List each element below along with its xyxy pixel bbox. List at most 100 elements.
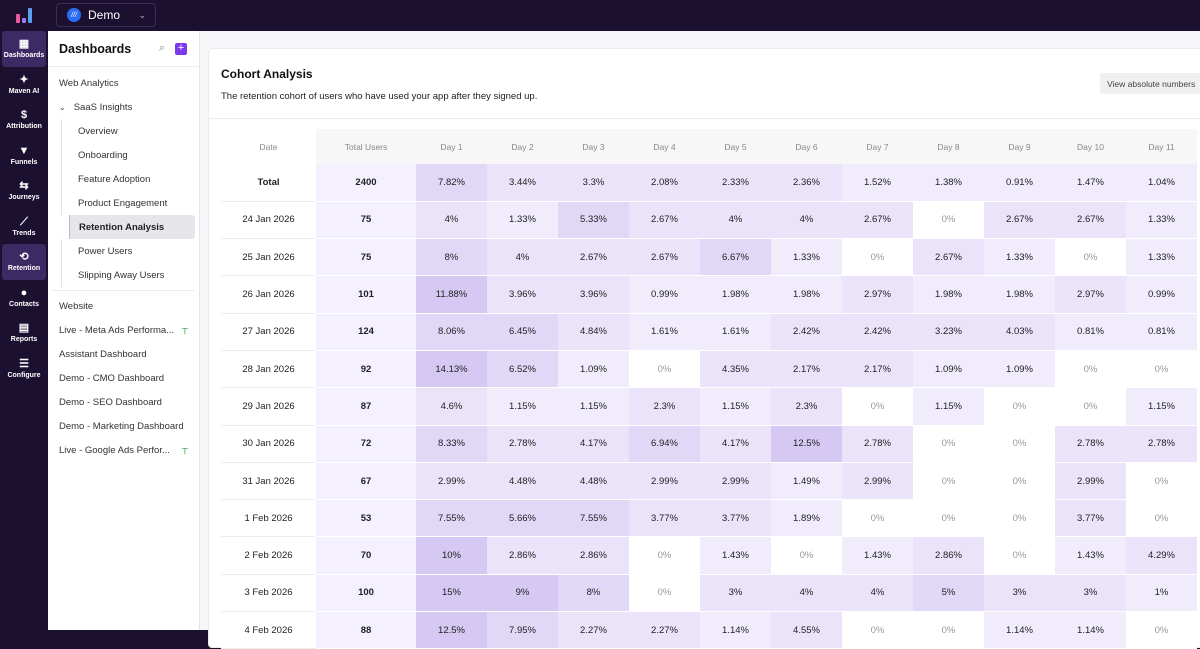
retention-cell: 2.27% [629,611,700,649]
column-header-total-users[interactable]: Total Users [316,129,416,164]
rail-item-label: Trends [12,229,36,237]
retention-cell: 4.29% [1126,536,1197,575]
retention-cell: 12.5% [416,611,487,649]
sidebar-item-overview[interactable]: Overview [48,119,199,143]
sidebar-item-demo-cmo-dashboard[interactable]: Demo - CMO Dashboard [48,366,199,390]
sidebar-item-web-analytics[interactable]: Web Analytics [59,77,119,89]
column-header-day-3[interactable]: Day 3 [558,129,629,164]
retention-cell: 1.09% [913,350,984,389]
table-row: 4 Feb 2026 88 12.5% 7.95% 2.27% 2.27% 1.14% 4.5… [221,611,1197,649]
sidebar-item-retention-analysis[interactable]: Retention Analysis [69,215,195,239]
sidebar-item-demo-marketing-dashboard[interactable]: Demo - Marketing Dashboard [48,414,199,438]
retention-cell: 1.38% [913,164,984,202]
sidebar-item-slipping-away-users[interactable]: Slipping Away Users [48,263,199,287]
retention-cell: 10% [416,536,487,575]
add-dashboard-button[interactable]: + [175,42,187,55]
sparkle-icon: ✦ [19,73,29,86]
total-users: 70 [316,536,416,575]
column-header-day-1[interactable]: Day 1 [416,129,487,164]
rail-item-funnels[interactable]: ▼ Funnels [2,138,46,174]
group-label: SaaS Insights [73,101,133,113]
retention-cell: 0% [913,201,984,240]
rail-item-trends[interactable]: ⟋ Trends [2,209,46,245]
rail-item-maven-ai[interactable]: ✦ Maven AI [2,67,46,103]
sidebar-item-live-meta-ads-performa[interactable]: Live - Meta Ads Performa... ⊥ [48,318,199,342]
retention-cell: 0% [984,387,1055,426]
column-header-day-4[interactable]: Day 4 [629,129,700,164]
retention-cell: 2.78% [1055,425,1126,463]
retention-cell: 5% [913,574,984,613]
retention-cell: 0% [842,238,913,277]
retention-cell: 4.17% [558,425,629,463]
view-absolute-numbers-button[interactable]: View absolute numbers [1100,73,1200,94]
sidebar-item-onboarding[interactable]: Onboarding [48,143,199,167]
column-header-day-9[interactable]: Day 9 [984,129,1055,164]
retention-cell: 0.91% [984,164,1055,202]
workspace-selector[interactable]: /// Demo ⌄ [56,3,156,27]
retention-cell: 0% [1055,387,1126,426]
retention-cell: 1.61% [700,313,771,351]
retention-cell: 4.17% [700,425,771,463]
column-header-day-2[interactable]: Day 2 [487,129,558,164]
retention-cell: 8% [416,238,487,277]
column-header-date[interactable]: Date [221,129,316,164]
retention-cell: 1.15% [913,387,984,426]
sidebar-item-label: Website [59,300,94,312]
retention-cell: 1.09% [984,350,1055,389]
retention-cell: 1.33% [984,238,1055,277]
retention-cell: 3% [700,574,771,613]
table-row: 2 Feb 2026 70 10% 2.86% 2.86% 0% 1.43% 0% 1.43% 2… [221,536,1197,575]
rail-item-journeys[interactable]: ⇆ Journeys [2,173,46,209]
top-bar: /// Demo ⌄ [0,0,1200,31]
retention-cell: 2.27% [558,611,629,649]
retention-cell: 5.33% [558,201,629,240]
cohort-date: 4 Feb 2026 [221,611,316,649]
sidebar-item-assistant-dashboard[interactable]: Assistant Dashboard [48,342,199,366]
sidebar-item-label: Assistant Dashboard [59,348,147,360]
total-users: 101 [316,275,416,314]
sidebar-item-label: Demo - SEO Dashboard [59,396,162,408]
retention-cell: 1.14% [1055,611,1126,649]
rail-item-reports[interactable]: ▤ Reports [2,315,46,351]
column-header-day-7[interactable]: Day 7 [842,129,913,164]
column-header-day-5[interactable]: Day 5 [700,129,771,164]
retention-cell: 11.88% [416,275,487,314]
retention-cell: 14.13% [416,350,487,389]
retention-cell: 4.48% [487,462,558,501]
app-logo[interactable] [16,7,32,23]
sidebar-group-saas-insights[interactable]: ⌄ SaaS Insights [48,95,199,119]
sidebar-item-feature-adoption[interactable]: Feature Adoption [48,167,199,191]
cohort-date: 3 Feb 2026 [221,574,316,613]
sidebar-item-label: Live - Google Ads Perfor... [59,444,170,456]
cohort-date: 26 Jan 2026 [221,275,316,314]
rail-item-dashboards[interactable]: ▦ Dashboards [2,31,46,67]
sidebar-item-power-users[interactable]: Power Users [48,239,199,263]
column-header-day-11[interactable]: Day 11 [1126,129,1197,164]
column-header-day-6[interactable]: Day 6 [771,129,842,164]
pin-icon[interactable]: ⊥ [181,445,189,456]
sidebar-item-product-engagement[interactable]: Product Engagement [48,191,199,215]
search-icon[interactable]: ⌕ [158,42,165,54]
grid-icon: ▦ [18,38,30,51]
rail-item-retention[interactable]: ⟲ Retention [2,244,46,280]
column-header-day-10[interactable]: Day 10 [1055,129,1126,164]
sidebar-item-demo-seo-dashboard[interactable]: Demo - SEO Dashboard [48,390,199,414]
dashboards-sidebar: Dashboards ⌕ + Web Analytics ⌄ SaaS Insi… [48,31,200,630]
rail-item-label: Dashboards [3,52,45,60]
retention-cell: 1.43% [1055,536,1126,575]
rail-item-attribution[interactable]: $ Attribution [2,102,46,138]
retention-cell: 0% [1126,611,1197,649]
pin-icon[interactable]: ⊥ [181,325,189,336]
rail-item-label: Maven AI [8,87,40,95]
sidebar-item-live-google-ads-perfor[interactable]: Live - Google Ads Perfor... ⊥ [48,438,199,462]
retention-cell: 0% [913,499,984,538]
chevron-down-icon: ⌄ [138,9,146,20]
retention-cell: 3.77% [700,499,771,538]
icon-rail: ▦ Dashboards ✦ Maven AI $ Attribution ▼ Funnels… [0,31,48,630]
retention-cell: 4% [771,574,842,613]
column-header-day-8[interactable]: Day 8 [913,129,984,164]
rail-item-contacts[interactable]: ● Contacts [2,280,46,316]
retention-cell: 2.97% [1055,275,1126,314]
sidebar-item-website[interactable]: Website [48,294,199,318]
rail-item-configure[interactable]: ☰ Configure [2,351,46,387]
